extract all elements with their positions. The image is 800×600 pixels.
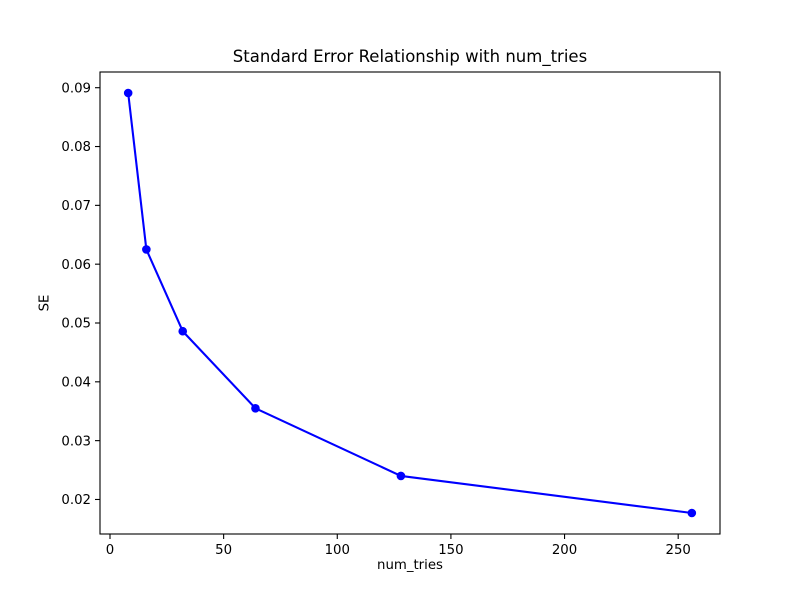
x-tick-label: 150 bbox=[438, 543, 463, 558]
y-tick-label: 0.03 bbox=[61, 434, 91, 449]
x-tick-label: 50 bbox=[215, 543, 232, 558]
data-line bbox=[127, 91, 693, 515]
x-tick-label: 0 bbox=[106, 543, 114, 558]
y-tick-label: 0.04 bbox=[61, 376, 91, 391]
data-point bbox=[142, 245, 151, 254]
y-tick-label: 0.06 bbox=[61, 258, 91, 273]
y-tick-label: 0.09 bbox=[61, 81, 91, 96]
y-tick-label: 0.08 bbox=[61, 140, 91, 155]
x-axis-label: num_tries bbox=[377, 558, 443, 573]
data-point bbox=[251, 403, 260, 413]
data-point bbox=[687, 508, 697, 518]
y-tick-label: 0.05 bbox=[61, 317, 91, 332]
x-tick-label: 100 bbox=[325, 543, 350, 558]
plot-border bbox=[99, 71, 721, 535]
y-tick-label: 0.07 bbox=[61, 199, 91, 214]
chart-title: Standard Error Relationship with num_tri… bbox=[232, 47, 588, 66]
x-tick-label: 250 bbox=[665, 543, 690, 558]
data-point bbox=[396, 471, 406, 481]
data-point bbox=[123, 88, 133, 98]
data-point bbox=[178, 326, 188, 336]
y-tick-label: 0.02 bbox=[61, 493, 91, 508]
x-tick-label: 200 bbox=[552, 543, 577, 558]
